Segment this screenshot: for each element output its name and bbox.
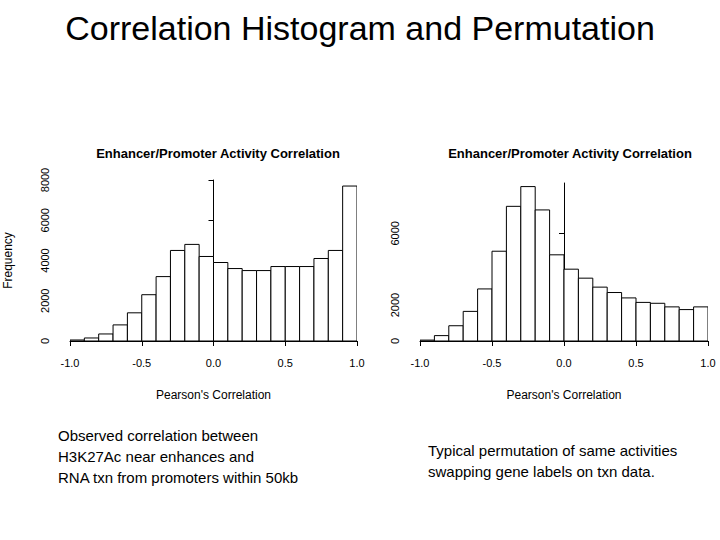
svg-text:Enhancer/Promoter Activity Cor: Enhancer/Promoter Activity Correlation <box>96 146 340 161</box>
svg-text:2000: 2000 <box>39 289 51 313</box>
svg-text:Frequency: Frequency <box>1 232 15 289</box>
svg-text:Pearson's Correlation: Pearson's Correlation <box>506 388 621 402</box>
svg-text:0.5: 0.5 <box>278 357 293 369</box>
svg-text:H3K27Ac near enhances and: H3K27Ac near enhances and <box>58 448 254 465</box>
svg-text:0.0: 0.0 <box>206 357 221 369</box>
svg-text:2000: 2000 <box>389 293 401 317</box>
svg-text:1.0: 1.0 <box>700 357 715 369</box>
svg-text:Pearson's Correlation: Pearson's Correlation <box>156 388 271 402</box>
svg-text:1.0: 1.0 <box>349 357 364 369</box>
svg-text:-1.0: -1.0 <box>61 357 80 369</box>
svg-text:-0.5: -0.5 <box>132 357 151 369</box>
svg-text:Enhancer/Promoter Activity Cor: Enhancer/Promoter Activity Correlation <box>448 146 692 161</box>
svg-text:6000: 6000 <box>39 208 51 232</box>
svg-text:Observed correlation between: Observed correlation between <box>58 427 258 444</box>
svg-text:RNA txn from promoters within: RNA txn from promoters within 50kb <box>58 469 298 486</box>
svg-text:swapping gene labels on txn da: swapping gene labels on txn data. <box>428 463 655 480</box>
svg-text:0: 0 <box>39 338 51 344</box>
svg-text:4000: 4000 <box>39 248 51 272</box>
svg-text:0: 0 <box>389 338 401 344</box>
svg-text:Typical permutation of same ac: Typical permutation of same activities <box>428 442 677 459</box>
svg-text:-0.5: -0.5 <box>483 357 502 369</box>
svg-text:6000: 6000 <box>389 221 401 245</box>
svg-text:Correlation Histogram and Perm: Correlation Histogram and Permutation <box>65 9 655 47</box>
svg-text:-1.0: -1.0 <box>411 357 430 369</box>
svg-text:0.5: 0.5 <box>628 357 643 369</box>
svg-text:0.0: 0.0 <box>556 357 571 369</box>
svg-text:8000: 8000 <box>39 168 51 192</box>
